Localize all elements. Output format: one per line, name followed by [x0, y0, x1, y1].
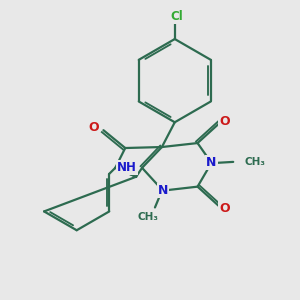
Text: CH₃: CH₃ [137, 212, 158, 222]
Text: O: O [219, 115, 230, 128]
Text: N: N [158, 184, 168, 197]
Text: O: O [89, 121, 100, 134]
Text: CH₃: CH₃ [244, 157, 265, 167]
Text: N: N [206, 156, 217, 170]
Text: NH: NH [117, 161, 137, 174]
Text: O: O [219, 202, 230, 215]
Text: Cl: Cl [170, 10, 183, 23]
